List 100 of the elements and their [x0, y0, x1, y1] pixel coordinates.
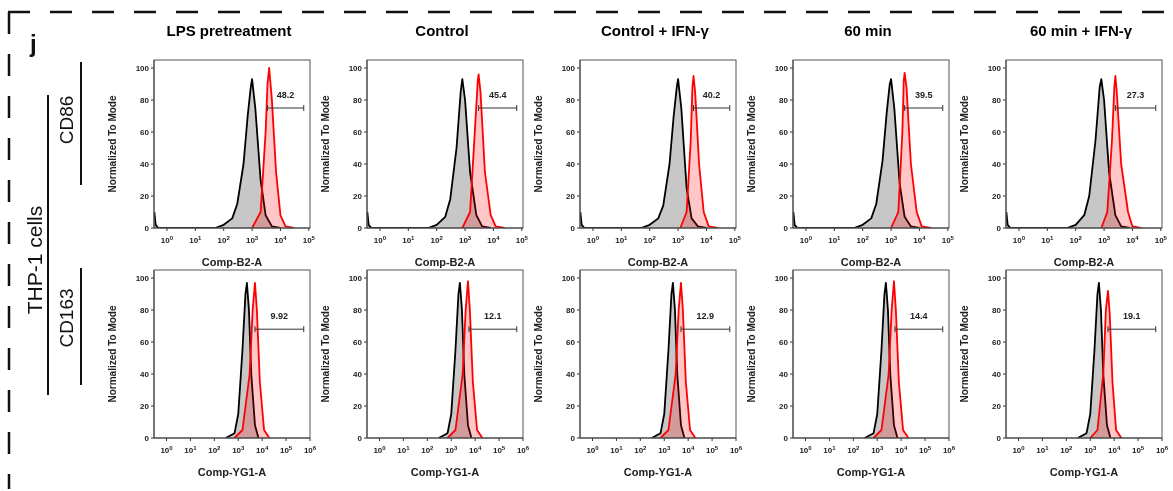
y-tick-label: 80	[353, 96, 363, 105]
x-axis-title: Comp-YG1-A	[623, 466, 693, 478]
x-tick-label: 10$^{5}$	[1131, 445, 1145, 455]
chart-title: LPS pretreatment	[165, 22, 293, 39]
x-tick-label: 10$^{3}$	[232, 445, 246, 455]
x-tick-label: 10$^{1}$	[823, 445, 837, 455]
y-axis-title: Normalized To Mode	[745, 95, 757, 193]
x-tick-label: 10$^{0}$	[160, 235, 174, 245]
annotation: 45.4	[488, 90, 507, 100]
x-tick-label: 10$^{2}$	[217, 235, 231, 245]
y-tick-label: 40	[566, 370, 576, 379]
y-tick-label: 60	[992, 338, 1002, 347]
x-tick-label: 10$^{6}$	[1155, 445, 1169, 455]
y-tick-label: 40	[353, 160, 363, 169]
x-tick-label: 10$^{4}$	[1126, 235, 1140, 245]
x-tick-label: 10$^{4}$	[487, 235, 501, 245]
x-tick-label: 10$^{5}$	[728, 235, 742, 245]
y-tick-label: 100	[774, 274, 789, 283]
x-tick-label: 10$^{2}$	[634, 445, 648, 455]
y-tick-label: 40	[779, 370, 789, 379]
x-tick-label: 10$^{2}$	[643, 235, 657, 245]
y-tick-label: 40	[992, 370, 1002, 379]
y-tick-label: 80	[779, 96, 789, 105]
y-tick-label: 60	[992, 128, 1002, 137]
y-tick-label: 40	[566, 160, 576, 169]
y-tick-label: 20	[566, 402, 576, 411]
y-tick-label: 0	[996, 434, 1002, 443]
y-tick-label: 40	[992, 160, 1002, 169]
x-tick-label: 10$^{5}$	[515, 235, 529, 245]
y-tick-label: 20	[779, 402, 789, 411]
y-tick-label: 100	[987, 64, 1002, 73]
y-tick-label: 100	[561, 64, 576, 73]
x-tick-label: 10$^{6}$	[303, 445, 317, 455]
x-tick-label: 10$^{2}$	[421, 445, 435, 455]
x-tick-label: 10$^{6}$	[516, 445, 530, 455]
y-tick-label: 80	[566, 96, 576, 105]
y-tick-label: 40	[779, 160, 789, 169]
y-axis-title: Normalized To Mode	[319, 305, 331, 403]
annotation: 12.1	[484, 311, 502, 322]
x-tick-label: 10$^{5}$	[918, 445, 932, 455]
x-tick-label: 10$^{5}$	[302, 235, 316, 245]
y-tick-label: 40	[353, 370, 363, 379]
y-tick-label: 0	[570, 434, 576, 443]
x-tick-label: 10$^{1}$	[397, 445, 411, 455]
x-tick-label: 10$^{3}$	[871, 445, 885, 455]
x-tick-label: 10$^{1}$	[828, 235, 842, 245]
x-tick-label: 10$^{5}$	[1154, 235, 1168, 245]
annotation: 40.2	[702, 90, 721, 100]
x-axis-title: Comp-YG1-A	[197, 466, 267, 478]
x-tick-label: 10$^{0}$	[1012, 445, 1026, 455]
y-tick-label: 80	[992, 96, 1002, 105]
text: THP-1 cells	[22, 205, 46, 315]
x-tick-label: 10$^{0}$	[373, 445, 387, 455]
x-tick-label: 10$^{2}$	[430, 235, 444, 245]
y-axis-title: Normalized To Mode	[532, 305, 544, 403]
x-tick-label: 10$^{2}$	[847, 445, 861, 455]
y-axis-title: Normalized To Mode	[532, 95, 544, 193]
y-tick-label: 100	[135, 274, 150, 283]
y-tick-label: 100	[135, 64, 150, 73]
x-tick-label: 10$^{4}$	[469, 445, 482, 455]
y-tick-label: 20	[779, 192, 789, 201]
y-tick-label: 0	[357, 434, 363, 443]
y-axis-title: Normalized To Mode	[319, 95, 331, 193]
y-tick-label: 20	[992, 402, 1002, 411]
y-axis-title: Normalized To Mode	[958, 305, 970, 403]
annotation: 14.4	[910, 311, 928, 322]
x-axis-title: Comp-B2-A	[414, 256, 476, 268]
y-tick-label: 40	[140, 370, 150, 379]
x-tick-label: 10$^{3}$	[884, 235, 898, 245]
text: CD86	[55, 95, 77, 145]
y-tick-label: 0	[357, 224, 363, 233]
y-tick-label: 20	[140, 192, 150, 201]
x-tick-label: 10$^{4}$	[700, 235, 714, 245]
y-tick-label: 40	[140, 160, 150, 169]
x-tick-label: 10$^{0}$	[1012, 235, 1026, 245]
annotation: 48.2	[276, 90, 295, 100]
y-tick-label: 0	[783, 434, 789, 443]
text: j	[29, 30, 37, 57]
x-tick-label: 10$^{4}$	[1108, 445, 1121, 455]
x-tick-label: 10$^{1}$	[189, 235, 203, 245]
x-axis-title: Comp-B2-A	[201, 256, 263, 268]
x-tick-label: 10$^{5}$	[705, 445, 719, 455]
x-tick-label: 10$^{2}$	[856, 235, 870, 245]
y-tick-label: 100	[348, 64, 363, 73]
x-tick-label: 10$^{3}$	[1097, 235, 1111, 245]
y-tick-label: 20	[353, 192, 363, 201]
y-tick-label: 60	[140, 338, 150, 347]
y-tick-label: 100	[561, 274, 576, 283]
x-tick-label: 10$^{1}$	[615, 235, 629, 245]
x-tick-label: 10$^{1}$	[610, 445, 624, 455]
x-tick-label: 10$^{0}$	[799, 445, 813, 455]
x-axis-title: Comp-YG1-A	[1049, 466, 1119, 478]
y-tick-label: 0	[996, 224, 1002, 233]
y-axis-title: Normalized To Mode	[106, 95, 118, 193]
x-axis-title: Comp-B2-A	[1053, 256, 1115, 268]
y-tick-label: 80	[353, 306, 363, 315]
y-tick-label: 80	[992, 306, 1002, 315]
x-axis-title: Comp-B2-A	[627, 256, 689, 268]
x-tick-label: 10$^{3}$	[658, 445, 672, 455]
y-tick-label: 80	[140, 306, 150, 315]
